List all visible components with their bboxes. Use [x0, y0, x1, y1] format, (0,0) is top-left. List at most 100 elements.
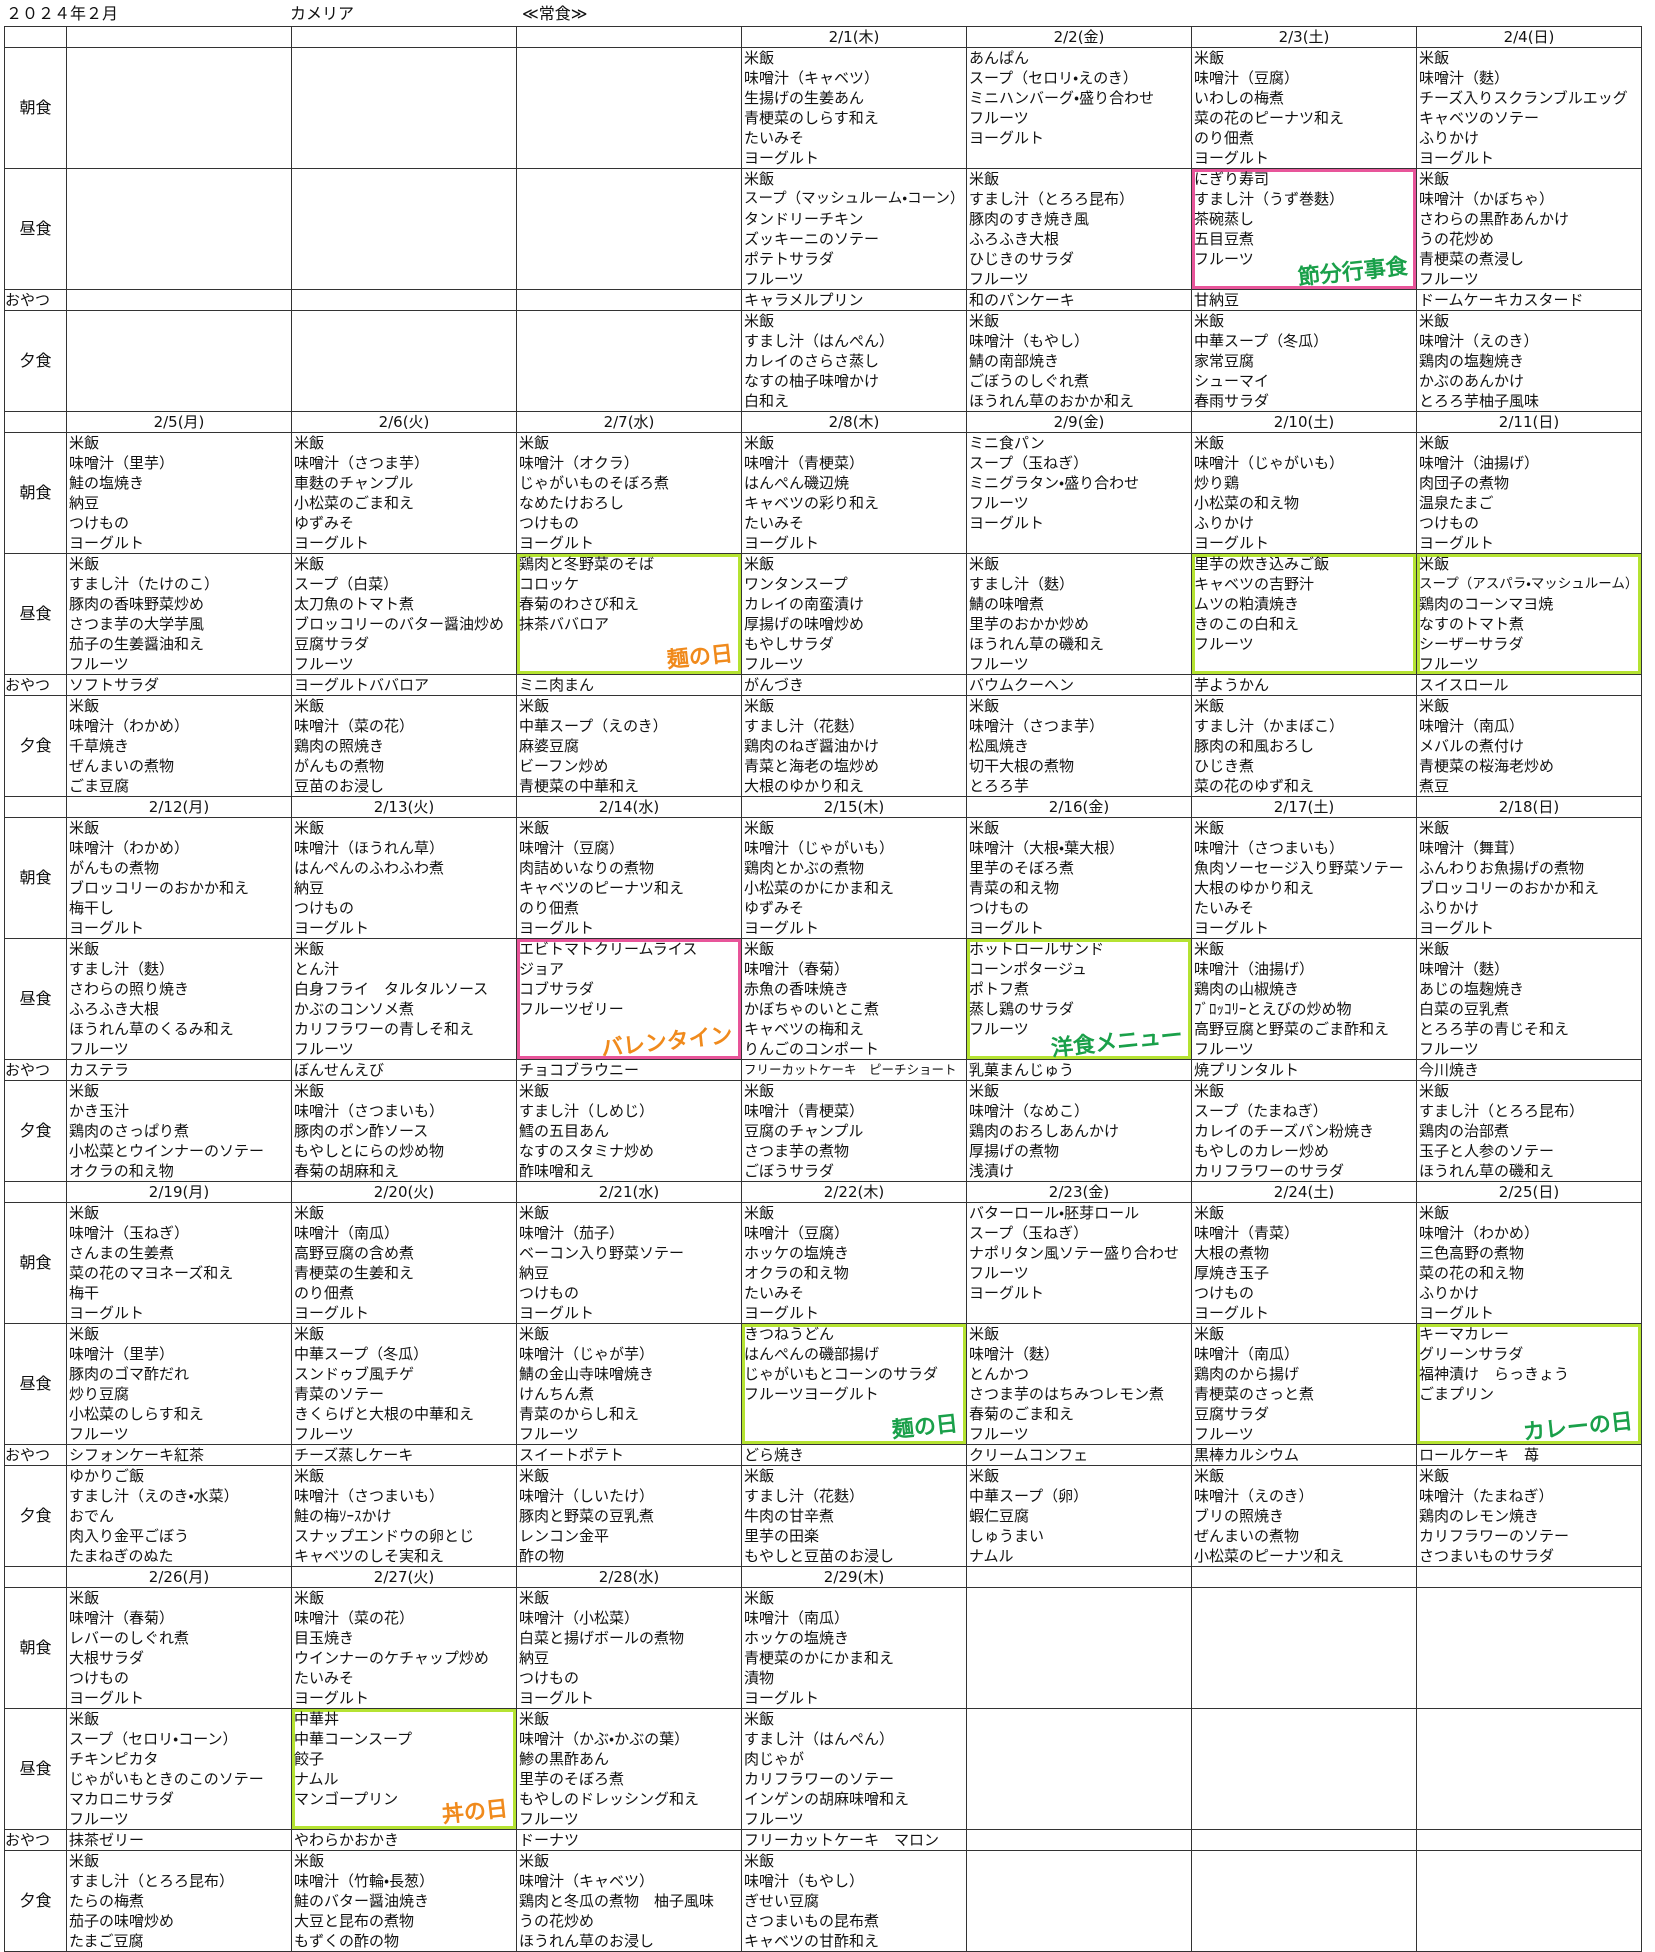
date: 2/11(日): [1498, 413, 1560, 431]
menu-item: 米飯: [969, 697, 1000, 715]
menu-item: キャベツの甘酢和え: [744, 1932, 880, 1950]
menu-item: 味噌汁（油揚げ）: [1194, 960, 1315, 978]
breakfast-cell: 米飯 味噌汁（豆腐） いわしの梅煮 菜の花のピーナツ和え のり佃煮 ヨーグルト: [1191, 47, 1417, 169]
menu-item: ふろふき大根: [69, 1000, 160, 1018]
menu-item: 米飯: [519, 1710, 550, 1728]
dinner-cell: [1416, 1850, 1642, 1952]
lunch-cell: にぎり寿司 すまし汁（うず巻麩） 茶碗蒸し 五目豆煮 フルーツ 節分行事食: [1191, 168, 1417, 290]
menu-item: いわしの梅煮: [1194, 89, 1285, 107]
menu-item: とん汁: [294, 960, 340, 978]
menu-item: ソフトサラダ: [69, 676, 160, 694]
menu-item: スイスロール: [1419, 676, 1509, 694]
meal-name: 昼食: [19, 604, 52, 623]
menu-item: 味噌汁（麩）: [1419, 960, 1510, 978]
menu-item: キャベツの彩り和え: [744, 494, 880, 512]
menu-item: ヨーグルト: [519, 1689, 595, 1707]
menu-item: ブロッコリーのバター醤油炒め: [294, 615, 505, 633]
menu-item: 味噌汁（南瓜）: [294, 1224, 400, 1242]
meal-name: 昼食: [19, 1759, 52, 1778]
menu-item: すまし汁（とろろ昆布）: [969, 190, 1135, 208]
lunch-row: 昼食 米飯 味噌汁（里芋） 豚肉のゴマ酢だれ 炒り豆腐 小松菜のしらす和え フルーツ 米飯 中華…: [4, 1323, 1642, 1445]
menu-item: 米飯: [744, 49, 775, 67]
menu-item: 米飯: [969, 1082, 1000, 1100]
menu-item: 白菜と揚げボールの煮物: [519, 1629, 685, 1647]
menu-item: たまねぎのぬた: [69, 1547, 174, 1565]
menu-item: フルーツ: [744, 1810, 804, 1828]
menu-item: 青梗菜の煮浸し: [1419, 250, 1525, 268]
month: ２０２４年２月: [6, 4, 119, 23]
snack-cell: ドーナツ: [516, 1829, 742, 1851]
menu-item: メバルの煮付け: [1419, 737, 1525, 755]
menu-item: 米飯: [69, 1852, 100, 1870]
date-row: 2/12(月) 2/13(火) 2/14(水) 2/15(木) 2/16(金) 2/17(…: [4, 796, 1642, 818]
menu-item: かき玉汁: [69, 1102, 130, 1120]
breakfast-cell: ミニ食パン スープ（玉ねぎ） ミニグラタン・盛り合わせ フルーツ ヨーグルト: [966, 432, 1192, 554]
snack-cell: キャラメルプリン: [741, 289, 967, 311]
dinner-cell: [291, 310, 517, 412]
menu-item: エビトマトクリームライス: [519, 940, 698, 958]
lunch-cell: 米飯 ワンタンスープ カレイの南蛮漬け 厚揚げの味噌炒め もやしサラダ フルーツ: [741, 553, 967, 675]
menu-item: チーズ蒸しケーキ: [294, 1446, 414, 1464]
menu-item: がんづき: [744, 676, 805, 694]
menu-item: ごぼうサラダ: [744, 1162, 835, 1180]
lunch-cell: [1191, 1708, 1417, 1830]
dinner-cell: 米飯 スープ（たまねぎ） カレイのチーズパン粉焼き もやしのカレー炒め カリフラワーのサ…: [1191, 1080, 1417, 1182]
snack-cell: 今川焼き: [1416, 1059, 1642, 1081]
menu-item: フルーツ: [69, 1040, 129, 1058]
menu-item: すまし汁（うず巻麩）: [1194, 190, 1345, 208]
menu-item: 味噌汁（かぶ・かぶの葉）: [519, 1730, 690, 1748]
menu-item: なすのスタミナ炒め: [519, 1142, 655, 1160]
menu-item: とろろ芋柚子風味: [1419, 392, 1540, 410]
lunch-cell: 米飯 味噌汁（里芋） 豚肉のゴマ酢だれ 炒り豆腐 小松菜のしらす和え フルーツ: [66, 1323, 292, 1445]
snack-cell: ヨーグルトババロア: [291, 674, 517, 696]
menu-item: 米飯: [1194, 697, 1225, 715]
breakfast-cell: 米飯 味噌汁（青菜） 大根の煮物 厚焼き玉子 つけもの ヨーグルト: [1191, 1202, 1417, 1324]
menu-item: 米飯: [69, 819, 100, 837]
lunch-cell: 米飯 すまし汁（麩） さわらの照り焼き ふろふき大根 ほうれん草のくるみ和え フルーツ: [66, 938, 292, 1060]
menu-item: 米飯: [294, 555, 325, 573]
dinner-cell: 米飯 味噌汁（たまねぎ） 鶏肉のレモン焼き カリフラワーのソテー さつまいものサラダ: [1416, 1465, 1642, 1567]
menu-item: ヨーグルト: [519, 919, 595, 937]
date: 2/13(火): [373, 798, 435, 816]
breakfast-cell: [291, 47, 517, 169]
menu-item: フルーツ: [294, 655, 354, 673]
date: 2/7(水): [603, 413, 655, 431]
date-cell: 2/21(水): [516, 1181, 742, 1203]
menu-item: ヨーグルト: [294, 1689, 370, 1707]
date-cell: [516, 26, 742, 48]
meal-name: おやつ: [5, 1061, 51, 1079]
facility: カメリア: [290, 4, 355, 23]
menu-item: さつま芋の大学芋風: [69, 615, 205, 633]
menu-item: 豆腐のチャンプル: [744, 1122, 864, 1140]
menu-item: つけもの: [1194, 1284, 1255, 1302]
menu-item: すまし汁（たけのこ）: [69, 575, 220, 593]
meal-label: 夕食: [4, 310, 67, 412]
breakfast-row: 朝食 米飯 味噌汁（キャベツ） 生揚げの生姜あん 青梗菜のしらす和え たいみそ ヨーグルトあ…: [4, 47, 1642, 169]
menu-item: たいみそ: [294, 1669, 355, 1687]
menu-item: 味噌汁（わかめ）: [69, 839, 190, 857]
menu-item: すまし汁（とろろ昆布）: [69, 1872, 235, 1890]
menu-item: スープ（玉ねぎ）: [969, 1224, 1089, 1242]
breakfast-row: 朝食 米飯 味噌汁（わかめ） がんもの煮物 ブロッコリーのおかか和え 梅干し ヨーグルト 米飯…: [4, 817, 1642, 939]
menu-item: 鶏肉の治部煮: [1419, 1122, 1510, 1140]
date: 2/1(木): [828, 28, 880, 46]
menu-item: 米飯: [1419, 312, 1450, 330]
menu-item: バウムクーヘン: [969, 676, 1075, 694]
menu-item: ホットロールサンド: [969, 940, 1105, 958]
dinner-cell: 米飯 味噌汁（えのき） 鶏肉の塩麹焼き かぶのあんかけ とろろ芋柚子風味: [1416, 310, 1642, 412]
menu-item: ヨーグルト: [1194, 534, 1270, 552]
menu-item: 甘納豆: [1194, 291, 1240, 309]
menu-item: オクラの和え物: [69, 1162, 174, 1180]
breakfast-row: 朝食 米飯 味噌汁（春菊） レバーのしぐれ煮 大根サラダ つけもの ヨーグルト 米飯 味噌汁（菜…: [4, 1587, 1642, 1709]
date-cell: 2/24(土): [1191, 1181, 1417, 1203]
menu-item: キャベツのピーナツ和え: [519, 879, 685, 897]
date-cell: 2/26(月): [66, 1566, 292, 1588]
menu-item: 鶏肉と冬野菜のそば: [519, 555, 655, 573]
dinner-cell: 米飯 味噌汁（しいたけ） 豚肉と野菜の豆乳煮 レンコン金平 酢の物: [516, 1465, 742, 1567]
menu-item: 味噌汁（油揚げ）: [1419, 454, 1540, 472]
meal-label: おやつ: [4, 1444, 67, 1466]
meal-label: 夕食: [4, 1465, 67, 1567]
meal-name: 昼食: [19, 989, 52, 1008]
lunch-row: 昼食 米飯 すまし汁（麩） さわらの照り焼き ふろふき大根 ほうれん草のくるみ和え フルーツ…: [4, 938, 1642, 1060]
